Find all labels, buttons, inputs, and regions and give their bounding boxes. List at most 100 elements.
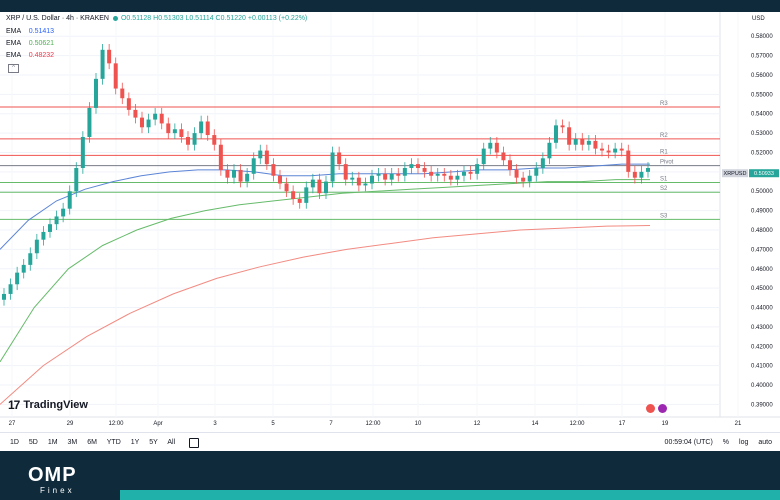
candle-body <box>159 113 164 124</box>
candle-body <box>67 191 72 209</box>
candle-body <box>330 152 335 182</box>
candle-body <box>646 167 650 172</box>
candle-body <box>343 164 348 180</box>
calendar-icon[interactable] <box>189 437 200 448</box>
y-tick-label: 0.56000 <box>751 73 773 79</box>
candle-body <box>74 167 79 192</box>
log-toggle[interactable]: log <box>739 439 749 446</box>
tf-1m[interactable]: 1M <box>47 439 58 446</box>
auto-toggle[interactable]: auto <box>758 439 772 446</box>
level-label: R1 <box>660 149 668 155</box>
y-tick-label: 0.39000 <box>751 402 773 408</box>
x-tick-label: 29 <box>67 421 74 427</box>
candle-body <box>218 144 223 170</box>
candle-body <box>396 173 401 176</box>
y-tick-label: 0.49000 <box>751 209 773 215</box>
candle-body <box>87 107 92 137</box>
symbol-tag-bg <box>722 169 748 178</box>
symbol-tag: XRPUSD <box>724 171 747 177</box>
tf-ytd[interactable]: YTD <box>106 439 121 446</box>
candle-body <box>409 164 414 168</box>
candle-body <box>251 158 256 174</box>
candle-body <box>613 148 618 153</box>
dividend-flag-icon[interactable] <box>658 404 667 413</box>
top-frame <box>0 0 780 12</box>
candle-body <box>172 129 177 134</box>
ema-value: 0.48232 <box>28 52 55 59</box>
timeframe-selector: 1D 5D 1M 3M 6M YTD 1Y 5Y All <box>10 439 183 446</box>
candle-body <box>264 150 269 165</box>
candle-body <box>245 173 250 182</box>
candle-body <box>238 169 243 182</box>
symbol-header: XRP / U.S. Dollar · 4h · KRAKEN O0.51128 … <box>6 15 307 22</box>
tf-all[interactable]: All <box>167 439 176 446</box>
candle-body <box>521 177 526 182</box>
candle-body <box>126 98 131 110</box>
ema-green-line <box>0 179 650 363</box>
candle-body <box>468 171 473 174</box>
candle-body <box>567 127 572 145</box>
price-tag: 0.50933 <box>754 171 774 177</box>
candle-body <box>225 169 230 178</box>
x-tick-label: 27 <box>9 421 16 427</box>
x-tick-label: 21 <box>735 421 742 427</box>
candle-body <box>61 208 66 217</box>
price-chart[interactable]: R3 R2 R1 Pivot S1 S2 S3 USD 0.58000 0.57000 0.560… <box>0 12 780 432</box>
candle-body <box>389 173 394 180</box>
candle-body <box>2 293 6 300</box>
level-label: Pivot <box>660 160 674 166</box>
x-tick-label: Apr <box>153 421 162 427</box>
tf-3m[interactable]: 3M <box>67 439 78 446</box>
candle-body <box>113 63 118 89</box>
candle-body <box>481 148 486 165</box>
tf-5d[interactable]: 5D <box>28 439 38 446</box>
x-tick-label: 12:00 <box>108 421 124 427</box>
omp-logo[interactable]: OMP <box>28 464 77 486</box>
percent-toggle[interactable]: % <box>722 439 730 446</box>
event-flag-icon[interactable] <box>646 404 655 413</box>
ema-row-1[interactable]: EMA 0.51413 <box>6 28 54 35</box>
candle-body <box>166 123 171 134</box>
candle-body <box>133 109 138 118</box>
collapse-icon[interactable]: ^ <box>8 64 19 73</box>
footer-accent-bar <box>120 490 780 500</box>
tf-1y[interactable]: 1Y <box>130 439 140 446</box>
candle-body <box>304 187 309 203</box>
tf-5y[interactable]: 5Y <box>149 439 158 446</box>
candle-body <box>580 138 585 145</box>
level-label: R2 <box>660 133 668 139</box>
candle-body <box>606 150 611 153</box>
candle-body <box>462 171 466 176</box>
candle-body <box>186 136 190 145</box>
candle-body <box>199 121 204 134</box>
candle-body <box>383 173 388 180</box>
ema-label: EMA <box>6 28 21 35</box>
candle-body <box>593 140 598 149</box>
candle-body <box>560 125 565 128</box>
candle-body <box>192 133 197 145</box>
candle-body <box>310 179 315 188</box>
candle-body <box>540 158 545 168</box>
symbol-title[interactable]: XRP / U.S. Dollar · 4h · KRAKEN <box>6 15 109 22</box>
utc-clock[interactable]: 00:59:04 (UTC) <box>664 439 713 446</box>
candle-body <box>120 88 125 99</box>
candle-body <box>429 171 434 176</box>
candle-body <box>600 148 604 151</box>
candle-body <box>100 49 105 79</box>
candle-body <box>284 183 289 192</box>
candle-body <box>28 253 33 265</box>
tf-6m[interactable]: 6M <box>87 439 97 446</box>
candle-body <box>271 164 276 176</box>
tradingview-logo[interactable]: 17 TradingView <box>8 398 88 412</box>
ema-row-2[interactable]: EMA 0.50621 <box>6 40 54 47</box>
y-tick-label: 0.50000 <box>751 189 773 195</box>
ema-lines <box>0 163 651 405</box>
candle-body <box>632 171 637 178</box>
candle-body <box>488 142 493 149</box>
y-tick-label: 0.40000 <box>751 383 773 389</box>
ema-row-3[interactable]: EMA 0.48232 <box>6 52 54 59</box>
candle-body <box>48 224 52 232</box>
tf-1d[interactable]: 1D <box>10 439 19 446</box>
market-status-icon <box>112 15 118 21</box>
chart-options: 00:59:04 (UTC) % log auto <box>665 439 772 446</box>
